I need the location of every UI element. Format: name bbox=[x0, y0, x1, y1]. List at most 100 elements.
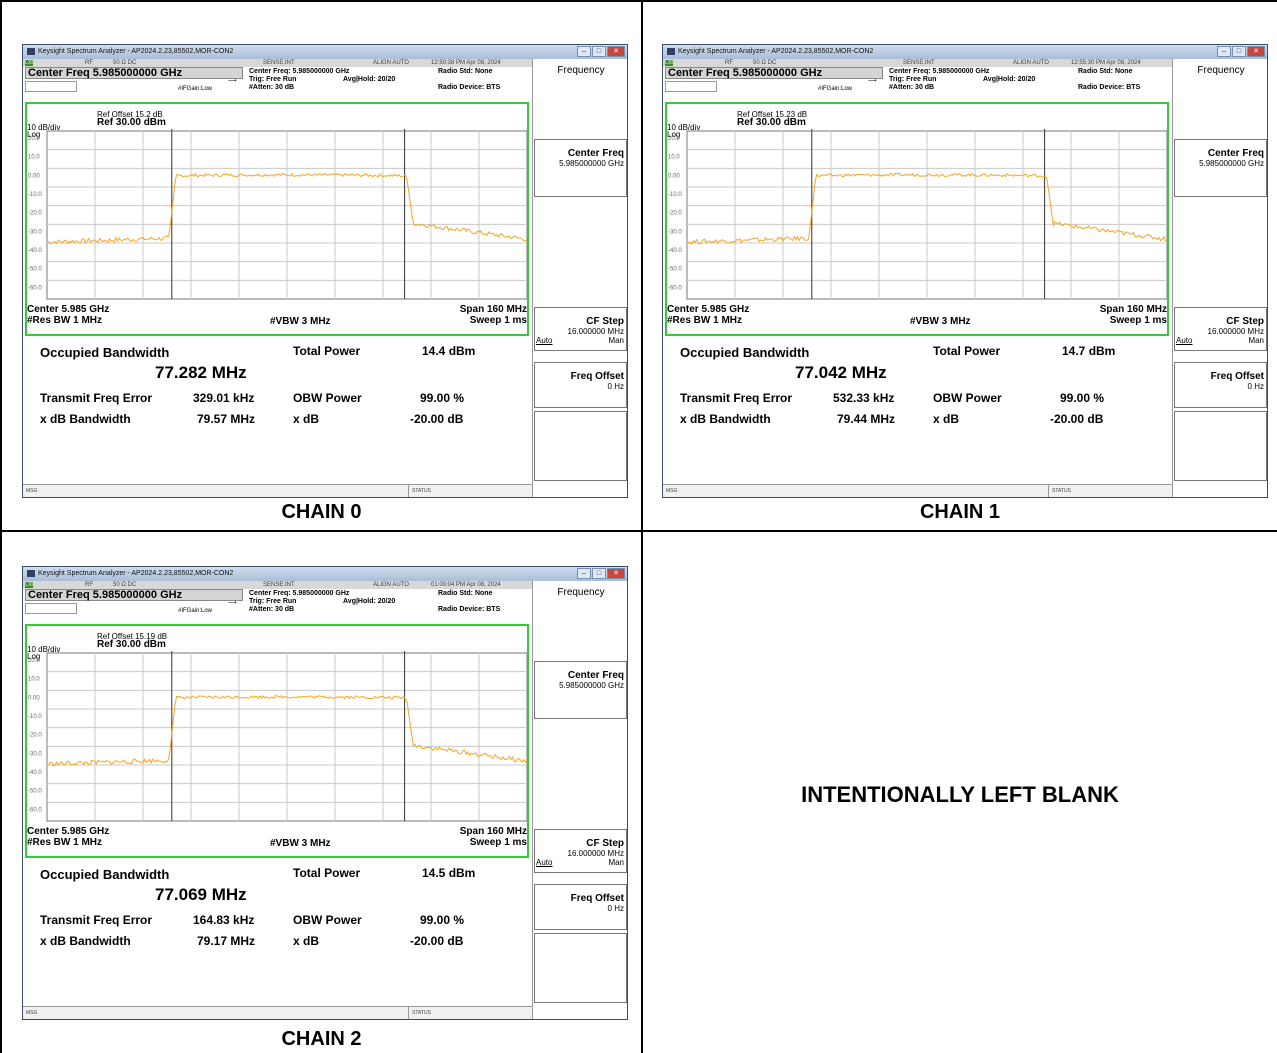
softkey-value: 0 Hz bbox=[607, 904, 624, 913]
tfe-label: Transmit Freq Error bbox=[40, 913, 153, 927]
freq-offset-softkey[interactable]: Freq Offset 0 Hz bbox=[1174, 362, 1267, 408]
entry-field[interactable] bbox=[25, 81, 77, 92]
spectrum-plot[interactable]: Ref Offset 15.2 dB Ref 30.00 dBm 10 dB/d… bbox=[25, 102, 529, 336]
header-radio-std: Radio Std: None bbox=[438, 590, 493, 597]
man-option[interactable]: Man bbox=[608, 858, 624, 867]
app-icon bbox=[27, 569, 35, 577]
empty-softkey[interactable] bbox=[1174, 411, 1267, 481]
center-label: Center 5.985 GHz bbox=[667, 304, 750, 315]
auto-man-toggle[interactable]: Auto Man bbox=[535, 336, 624, 345]
spectrum-plot[interactable]: Ref Offset 15.19 dB Ref 30.00 dBm 10 dB/… bbox=[25, 624, 529, 858]
spectrum-analyzer-window: Keysight Spectrum Analyzer - AP2024.2.23… bbox=[22, 44, 628, 498]
auto-man-toggle[interactable]: Auto Man bbox=[1175, 336, 1264, 345]
status-label: STATUS bbox=[408, 485, 431, 497]
softkey-panel: Frequency Center Freq 5.985000000 GHz CF… bbox=[1172, 59, 1267, 497]
empty-softkey[interactable] bbox=[534, 411, 627, 481]
center-freq-entry[interactable]: Center Freq 5.985000000 GHz bbox=[25, 589, 243, 601]
entry-field[interactable] bbox=[665, 81, 717, 92]
y-tick-label: 0.00 bbox=[28, 173, 40, 179]
obw-value: 77.042 MHz bbox=[795, 363, 887, 382]
close-button[interactable]: ✕ bbox=[1247, 46, 1265, 57]
chain-caption: CHAIN 0 bbox=[281, 501, 362, 523]
chain-caption: CHAIN 2 bbox=[281, 1028, 362, 1050]
freq-offset-softkey[interactable]: Freq Offset 0 Hz bbox=[534, 362, 627, 408]
auto-man-toggle[interactable]: Auto Man bbox=[535, 858, 624, 867]
y-tick-label: -60.0 bbox=[668, 285, 682, 291]
sweep-label: Sweep 1 ms bbox=[469, 837, 527, 848]
man-option[interactable]: Man bbox=[1248, 336, 1264, 345]
spectrum-trace bbox=[46, 694, 527, 767]
trace-area: 20.0 10.0 0.00 -10.0 -20.0 -30.0 -40.0 -50.0 -60… bbox=[28, 129, 527, 300]
center-freq-entry[interactable]: Center Freq 5.985000000 GHz bbox=[665, 67, 883, 79]
window-titlebar: Keysight Spectrum Analyzer - AP2024.2.23… bbox=[663, 45, 1267, 59]
close-button[interactable]: ✕ bbox=[607, 46, 625, 57]
total-power-label: Total Power bbox=[293, 344, 361, 358]
maximize-button[interactable]: □ bbox=[592, 46, 606, 57]
header-trig: Trig: Free Run bbox=[249, 598, 297, 605]
y-tick-label: -20.0 bbox=[28, 211, 42, 217]
xdb-bw-value: 79.17 MHz bbox=[197, 934, 256, 948]
empty-softkey[interactable] bbox=[534, 933, 627, 1003]
center-freq-softkey[interactable]: Center Freq 5.985000000 GHz bbox=[534, 661, 627, 719]
center-freq-entry[interactable]: Center Freq 5.985000000 GHz bbox=[25, 67, 243, 79]
message-bar: MSG STATUS bbox=[23, 1006, 532, 1019]
minimize-button[interactable]: – bbox=[577, 46, 591, 57]
status-ok-icon: LXI bbox=[25, 60, 33, 66]
message-bar: MSG STATUS bbox=[663, 484, 1172, 497]
intentionally-blank-text: INTENTIONALLY LEFT BLANK bbox=[801, 782, 1119, 807]
obw-power-value: 99.00 % bbox=[420, 913, 465, 927]
y-tick-label: 20.0 bbox=[28, 136, 40, 142]
xdb-value: -20.00 dB bbox=[410, 412, 464, 426]
softkey-value: 16.000000 MHz bbox=[1207, 327, 1264, 336]
auto-option[interactable]: Auto bbox=[536, 858, 553, 867]
auto-option[interactable]: Auto bbox=[536, 336, 553, 345]
y-tick-label: -10.0 bbox=[668, 192, 682, 198]
softkey-label: CF Step bbox=[1226, 316, 1264, 327]
man-option[interactable]: Man bbox=[608, 336, 624, 345]
sweep-label: Sweep 1 ms bbox=[469, 315, 527, 326]
center-freq-softkey[interactable]: Center Freq 5.985000000 GHz bbox=[534, 139, 627, 197]
maximize-button[interactable]: □ bbox=[1232, 46, 1246, 57]
obw-power-label: OBW Power bbox=[293, 391, 362, 405]
softkey-label: CF Step bbox=[586, 316, 624, 327]
y-tick-label: -50.0 bbox=[668, 267, 682, 273]
minimize-button[interactable]: – bbox=[1217, 46, 1231, 57]
cell-chain-2: Keysight Spectrum Analyzer - AP2024.2.23… bbox=[0, 530, 643, 1053]
maximize-button[interactable]: □ bbox=[592, 568, 606, 579]
status-sense: SENSE:INT bbox=[263, 582, 295, 588]
ref-level: Ref 30.00 dBm bbox=[737, 117, 806, 128]
y-tick-label: -60.0 bbox=[28, 807, 42, 813]
softkey-panel: Frequency Center Freq 5.985000000 GHz CF… bbox=[532, 59, 627, 497]
menu-title: Frequency bbox=[557, 587, 605, 598]
spectrum-plot[interactable]: Ref Offset 15.23 dB Ref 30.00 dBm 10 dB/… bbox=[665, 102, 1169, 336]
cf-step-softkey[interactable]: CF Step 16.000000 MHz Auto Man bbox=[534, 307, 627, 351]
window-controls: – □ ✕ bbox=[1217, 46, 1265, 57]
header-atten: #Atten: 30 dB bbox=[889, 84, 935, 91]
status-strip: LXI RF 50 Ω DC SENSE:INT ALIGN AUTO 12:5… bbox=[663, 59, 1172, 67]
minimize-button[interactable]: – bbox=[577, 568, 591, 579]
close-button[interactable]: ✕ bbox=[607, 568, 625, 579]
spectrum-trace bbox=[686, 172, 1167, 246]
tfe-label: Transmit Freq Error bbox=[40, 391, 153, 405]
xdb-bw-label: x dB Bandwidth bbox=[680, 412, 771, 426]
softkey-value: 16.000000 MHz bbox=[567, 849, 624, 858]
header-trig: Trig: Free Run bbox=[889, 76, 937, 83]
cf-step-softkey[interactable]: CF Step 16.000000 MHz Auto Man bbox=[534, 829, 627, 873]
window-controls: – □ ✕ bbox=[577, 46, 625, 57]
auto-option[interactable]: Auto bbox=[1176, 336, 1193, 345]
y-tick-label: -30.0 bbox=[668, 229, 682, 235]
cf-step-softkey[interactable]: CF Step 16.000000 MHz Auto Man bbox=[1174, 307, 1267, 351]
scale-label: 10 dB/div bbox=[667, 123, 701, 132]
softkey-label: CF Step bbox=[586, 838, 624, 849]
softkey-label: Center Freq bbox=[567, 670, 624, 681]
msg-label: MSG bbox=[666, 488, 678, 494]
header-avg-hold: Avg|Hold: 20/20 bbox=[343, 76, 396, 83]
center-freq-softkey[interactable]: Center Freq 5.985000000 GHz bbox=[1174, 139, 1267, 197]
header-atten: #Atten: 30 dB bbox=[249, 84, 295, 91]
freq-offset-softkey[interactable]: Freq Offset 0 Hz bbox=[534, 884, 627, 930]
y-tick-label: -50.0 bbox=[28, 789, 42, 795]
rbw-label: #Res BW 1 MHz bbox=[667, 315, 743, 326]
cell-blank: INTENTIONALLY LEFT BLANK bbox=[641, 530, 1277, 1053]
entry-field[interactable] bbox=[25, 603, 77, 614]
vbw-label: #VBW 3 MHz bbox=[910, 316, 971, 327]
